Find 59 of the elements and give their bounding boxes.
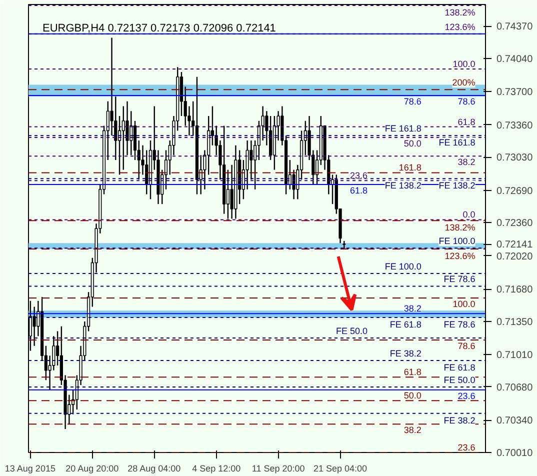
annotation: 23.6 [350, 170, 368, 181]
annotation: 123.6% [444, 251, 476, 262]
annotation: FE 50.0 [444, 374, 476, 385]
annotation: FE 50.0 [336, 326, 368, 336]
annotation: 61.8 [458, 116, 476, 127]
y-tick-label: 0.73360 [496, 120, 534, 132]
annotation: FE 100.0 [384, 261, 422, 272]
annotation: FE 78.6 [444, 320, 476, 330]
annotation: 0.0 [462, 210, 476, 220]
y-tick-label: 0.70680 [496, 382, 534, 394]
annotation: 38.2 [404, 425, 422, 436]
annotation: 138.2% [444, 222, 476, 233]
y-tick-label: 0.70010 [496, 448, 534, 459]
annotation: 100.0 [452, 59, 476, 70]
y-tick-label: 0.71680 [496, 284, 534, 296]
annotation: 161.8 [398, 162, 422, 173]
annotation: 50.0 [404, 138, 422, 149]
annotation: FE 38.2 [390, 348, 422, 359]
annotation: 38.2 [458, 157, 476, 168]
annotation: 38.2 [404, 304, 422, 314]
y-tick-label: 0.70340 [496, 416, 534, 427]
x-tick-label: 28 Aug 04:00 [128, 464, 181, 474]
y-tick-label: 0.74370 [496, 22, 534, 33]
annotation: 23.6 [458, 390, 476, 401]
annotation: FE 78.6 [444, 274, 476, 284]
y-tick-label: 0.72141 [496, 240, 534, 251]
annotation: FE 61.8 [390, 320, 422, 330]
annotation: FE 138.2 [438, 180, 476, 191]
annotation: 138.2% [444, 7, 476, 18]
annotation: 200% [452, 78, 476, 88]
y-tick-label: 0.72360 [496, 218, 534, 230]
annotation: FE 61.8 [444, 362, 476, 373]
annotation: FE 100.0 [438, 236, 476, 246]
annotation: FE 38.2 [444, 415, 476, 426]
text: EURGBP,H4 0.72137 0.72173 0.72096 0.72141 [42, 22, 276, 34]
y-tick-label: 0.72690 [496, 186, 534, 197]
annotation: 50.0 [404, 390, 422, 401]
annotation: 61.8 [404, 367, 422, 378]
annotation: 78.6 [404, 96, 422, 106]
annotation: FE 161.8 [438, 138, 476, 148]
x-tick-label: 13 Aug 2015 [4, 464, 56, 474]
y-tick-label: 0.71010 [496, 350, 534, 362]
x-tick-label: 21 Sep 04:00 [313, 464, 368, 474]
annotation: 123.6% [444, 22, 476, 32]
annotation: FE 161.8 [384, 124, 422, 134]
y-tick-label: 0.73030 [496, 152, 534, 164]
y-tick-label: 0.73700 [496, 87, 534, 98]
x-tick-label: 4 Sep 12:00 [192, 464, 241, 474]
y-tick-label: 0.72020 [496, 251, 534, 262]
annotation: 78.6 [458, 96, 476, 106]
y-tick-label: 0.74040 [496, 54, 534, 65]
annotation: FE 138.2 [384, 180, 422, 191]
x-tick-label: 11 Sep 20:00 [252, 464, 305, 474]
annotation: 23.6 [458, 442, 476, 452]
x-tick-label: 20 Aug 20:00 [66, 464, 119, 474]
annotation: 78.6 [458, 341, 476, 352]
annotation: 100.0 [452, 298, 476, 309]
y-tick-label: 0.71350 [496, 316, 534, 328]
annotation: 61.8 [350, 185, 368, 196]
